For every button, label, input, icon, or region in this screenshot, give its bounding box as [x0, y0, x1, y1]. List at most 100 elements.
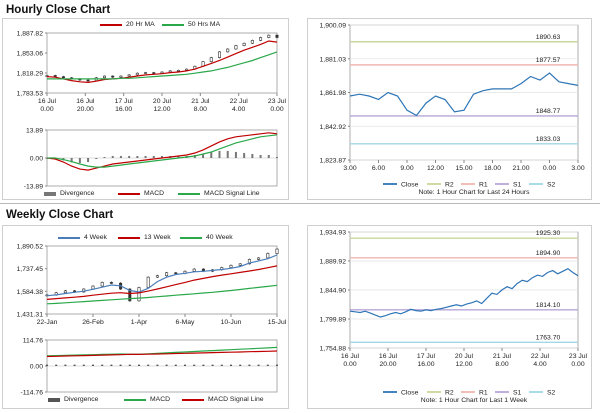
weekly-divergence-bar — [276, 364, 278, 366]
y-tick-label: 1,853.06 — [17, 50, 44, 57]
weekly-macd-series-macd-signal-line — [46, 350, 278, 358]
legend-swatch — [124, 398, 146, 401]
legend-swatch — [44, 191, 56, 196]
weekly-intraday-note: Note: 1 Hour Chart for Last 1 Week — [421, 397, 528, 404]
hourly-price-candle — [135, 72, 139, 76]
legend-label: 50 Hrs MA — [188, 21, 221, 28]
weekly-divergence-bar — [230, 364, 232, 366]
weekly-divergence-bar — [138, 364, 140, 366]
y-tick-label: 1,934.93 — [320, 230, 347, 237]
hourly-divergence-bar — [152, 155, 155, 158]
weekly-legend-40week: 40 Week — [180, 234, 233, 241]
hourly-macd-series-macd-signal-line — [47, 134, 278, 168]
hourly-intraday-series-close — [349, 72, 579, 117]
hourly-price-candle — [242, 42, 246, 46]
hourly-price-candle — [61, 76, 65, 79]
x-tick-label: 20 Jul — [153, 98, 172, 105]
x-tick-label: 3.00 — [343, 165, 356, 172]
hourly-price-candle — [111, 75, 115, 78]
hourly-intraday-chart: 1,900.09 1,881.03 1,861.98 1,842.92 1,823.87… — [320, 23, 585, 197]
hourly-price-candle — [53, 75, 57, 77]
hourly-legend-macd: MACD — [118, 190, 164, 197]
x-tick-label: 16.00 — [115, 106, 132, 113]
hourly-divergence-bar — [202, 153, 205, 158]
hourly-intraday-legend-label: S1 — [513, 182, 522, 189]
weekly-price-candle — [100, 282, 104, 287]
x-tick-label: 1-Apr — [131, 319, 148, 326]
y-tick-label: 1,754.88 — [320, 346, 347, 353]
weekly-divergence-bar — [239, 364, 242, 366]
hourly-divergence-bar — [95, 158, 98, 160]
x-tick-label: 23 Jul — [569, 353, 588, 360]
x-tick-label: 4.00 — [533, 361, 546, 368]
weekly-divergence-bar — [248, 364, 251, 366]
x-tick-label: 15-Jul — [268, 319, 287, 326]
hourly-price-panel: 1,887.82 1,853.06 1,818.29 1,783.53 16 Jul 0.… — [2, 18, 289, 200]
weekly-divergence-bar — [193, 364, 196, 366]
weekly-divergence-bar — [110, 364, 113, 366]
x-tick-label: 6.00 — [372, 165, 385, 172]
hourly-macd-chart: 13.89 0.00 -13.89 — [24, 128, 278, 191]
weekly-macd-series-macd — [46, 346, 278, 357]
legend-label: MACD Signal Line — [204, 190, 260, 197]
weekly-price-candle — [128, 288, 132, 302]
hourly-divergence-bar — [243, 152, 246, 158]
weekly-intraday-series-close — [349, 267, 579, 318]
hourly-intraday-panel: 1,900.09 1,881.03 1,861.98 1,842.92 1,823.87… — [307, 18, 592, 200]
hourly-intraday-legend-label: R1 — [479, 182, 488, 189]
section-divider — [0, 203, 600, 204]
hourly-price-candle — [86, 79, 90, 82]
y-tick-label: 1,818.29 — [17, 71, 44, 78]
hourly-price-candle — [234, 45, 238, 50]
hourly-divergence-bar — [226, 150, 229, 158]
y-tick-label: 13.89 — [26, 128, 43, 135]
legend-label: 13 Week — [144, 234, 171, 241]
legend-swatch — [178, 192, 200, 195]
hourly-intraday-level-label: 1833.03 — [536, 136, 561, 143]
legend-swatch — [182, 398, 204, 401]
x-tick-label: 6-May — [176, 319, 195, 326]
hourly-divergence-bar — [161, 155, 163, 158]
x-tick-label: 0.00 — [343, 361, 356, 368]
hourly-macd-series-macd — [46, 132, 278, 171]
weekly-intraday-legend-label: S2 — [547, 390, 556, 397]
plot-frame — [46, 245, 278, 315]
hourly-divergence-bar — [177, 155, 180, 158]
weekly-divergence-bar — [184, 364, 186, 366]
hourly-divergence-bar — [267, 154, 270, 158]
y-tick-label: 0.00 — [30, 156, 43, 163]
x-tick-label: 15.00 — [455, 165, 472, 172]
x-tick-label: 16 Jul — [379, 353, 398, 360]
x-tick-label: 20.00 — [379, 361, 396, 368]
y-tick-label: -114.76 — [20, 390, 43, 397]
weekly-intraday-legend-label: Close — [401, 390, 419, 397]
hourly-intraday-level-label: 1848.77 — [536, 108, 561, 115]
hourly-divergence-bar — [87, 158, 90, 163]
x-tick-label: 8.00 — [194, 106, 207, 113]
hourly-price-candle — [45, 75, 49, 77]
weekly-divergence-bar — [64, 364, 67, 366]
legend-swatch — [100, 23, 122, 26]
legend-label: 40 Week — [206, 234, 233, 241]
hourly-legend-signal: MACD Signal Line — [178, 190, 260, 197]
weekly-intraday-panel: 1,934.93 1,889.92 1,844.90 1,799.89 1,754.88… — [307, 225, 592, 409]
hourly-divergence-bar — [144, 155, 147, 158]
weekly-intraday-legend-label: R2 — [445, 390, 454, 397]
weekly-price-candle — [192, 268, 196, 272]
y-tick-label: 1,881.03 — [320, 56, 347, 63]
weekly-divergence-bar — [147, 364, 150, 366]
hourly-intraday-legend-label: R2 — [445, 182, 454, 189]
hourly-legend-divergence: Divergence — [44, 190, 94, 197]
hourly-divergence-bar — [136, 155, 139, 158]
legend-label: 20 Hr MA — [126, 21, 155, 28]
x-tick-label: 22-Jan — [37, 319, 58, 326]
legend-label: MACD — [144, 190, 165, 197]
weekly-divergence-bar — [257, 364, 260, 366]
weekly-divergence-bar — [73, 364, 76, 366]
weekly-price-candle — [146, 276, 150, 288]
x-tick-label: 23 Jul — [268, 98, 287, 105]
hourly-divergence-bar — [119, 155, 122, 158]
weekly-price-candle — [266, 253, 270, 259]
y-tick-label: 1,887.82 — [17, 31, 44, 38]
